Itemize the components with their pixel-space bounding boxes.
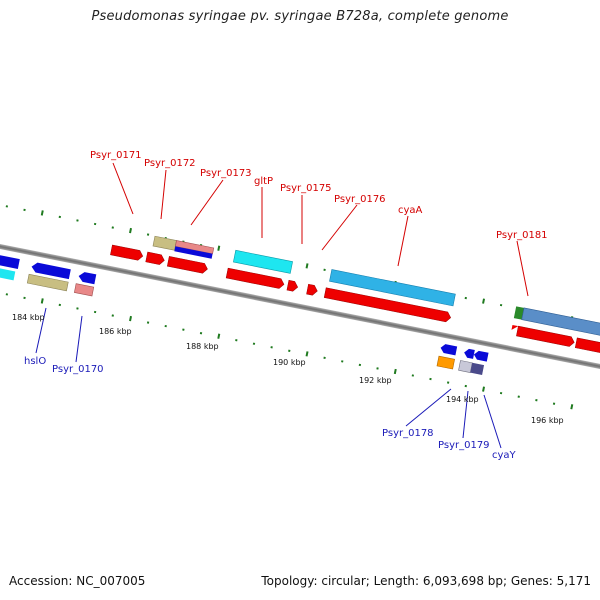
gene-rev-blue-2 xyxy=(31,262,71,280)
label-gltp: gltP xyxy=(254,176,273,187)
accession-text: Accession: NC_007005 xyxy=(9,574,146,588)
tick-label-194: 194 kbp xyxy=(446,395,479,404)
gene-rev-purple-cyay xyxy=(470,362,485,375)
gene-rev-orange-0178 xyxy=(436,355,455,370)
gene-steelblue xyxy=(521,307,600,336)
label-psyr-0176: Psyr_0176 xyxy=(334,194,386,205)
gene-cyaa-blue xyxy=(329,269,456,307)
gene-rev-grey-0179 xyxy=(458,360,473,373)
top-labels: Psyr_0171 Psyr_0172 Psyr_0173 gltP Psyr_… xyxy=(90,150,548,241)
tick-label-188: 188 kbp xyxy=(186,342,219,351)
label-psyr-0181: Psyr_0181 xyxy=(496,230,548,241)
tick-label-192: 192 kbp xyxy=(359,376,392,385)
lower-tick-row xyxy=(5,293,574,410)
gene-rev-blue-5 xyxy=(464,348,475,359)
label-psyr-0178: Psyr_0178 xyxy=(382,428,434,439)
gene-block-khaki xyxy=(152,235,177,251)
gene-arrow-red-8 xyxy=(511,324,519,330)
tick-label-184: 184 kbp xyxy=(12,313,45,322)
label-hslo: hslO xyxy=(24,356,46,367)
label-psyr-0172: Psyr_0172 xyxy=(144,158,196,169)
label-psyr-0179: Psyr_0179 xyxy=(438,440,490,451)
gene-rev-blue-6 xyxy=(473,350,489,362)
genome-summary-text: Topology: circular; Length: 6,093,698 bp… xyxy=(261,574,591,588)
reverse-genes xyxy=(0,255,489,375)
gene-block-blue xyxy=(174,246,213,259)
label-cyay: cyaY xyxy=(492,450,517,461)
gene-arrow-red-6 xyxy=(306,283,318,296)
gene-green-tip xyxy=(513,306,525,320)
map-title: Pseudomonas syringae pv. syringae B728a,… xyxy=(91,9,509,24)
kbp-labels: 184 kbp 186 kbp 188 kbp 190 kbp 192 kbp … xyxy=(12,313,564,425)
gene-arrow-red-10 xyxy=(574,337,600,354)
gene-arrow-red-5 xyxy=(286,279,299,292)
gene-rev-khaki-hslo xyxy=(26,273,69,292)
tick-label-196: 196 kbp xyxy=(531,416,564,425)
gene-arrow-red-2 xyxy=(145,251,165,265)
tick-label-190: 190 kbp xyxy=(273,358,306,367)
label-psyr-0175: Psyr_0175 xyxy=(280,183,332,194)
bottom-leaders xyxy=(35,307,502,449)
gene-rev-cyan xyxy=(0,265,16,281)
genome-backbone xyxy=(0,238,600,381)
label-psyr-0173: Psyr_0173 xyxy=(200,168,252,179)
bottom-labels: hslO Psyr_0170 Psyr_0178 Psyr_0179 cyaY xyxy=(24,356,517,461)
gene-rev-blue-1 xyxy=(0,255,20,269)
gene-rev-salmon-0170 xyxy=(73,283,95,297)
gene-arrow-red-3 xyxy=(166,256,208,274)
gene-arrow-red-4 xyxy=(225,267,285,289)
gene-gltp-cyan xyxy=(233,249,293,274)
label-cyaa: cyaA xyxy=(398,205,423,216)
gene-arrow-red-7 xyxy=(323,287,452,323)
label-psyr-0170: Psyr_0170 xyxy=(52,364,104,375)
label-psyr-0171: Psyr_0171 xyxy=(90,150,142,161)
gene-arrow-red-1 xyxy=(110,244,144,261)
tick-label-186: 186 kbp xyxy=(99,327,132,336)
forward-genes xyxy=(110,235,600,354)
top-leaders xyxy=(112,162,529,297)
gene-rev-blue-3 xyxy=(78,272,97,285)
gene-arrow-red-9 xyxy=(516,325,575,347)
gene-rev-blue-4 xyxy=(440,344,458,356)
